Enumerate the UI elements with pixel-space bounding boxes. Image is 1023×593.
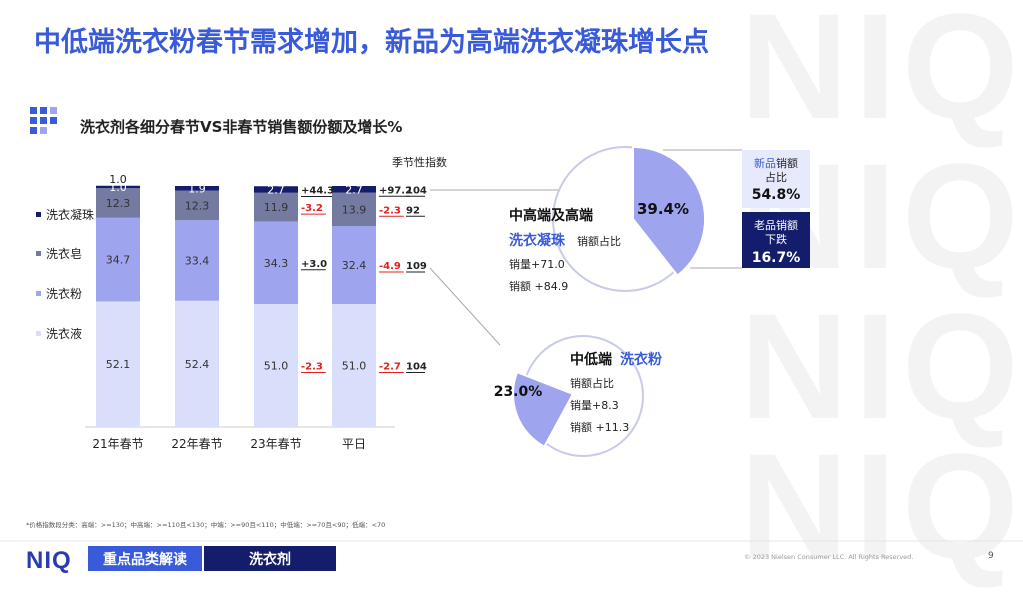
bar-segment xyxy=(332,192,376,227)
legend-swatch xyxy=(36,291,41,296)
pie-highlight-slice xyxy=(632,145,706,278)
legend-label: 洗衣皂 xyxy=(46,247,83,261)
bar-segment xyxy=(254,221,298,305)
page-number: 9 xyxy=(988,551,994,561)
niq-logo: NIQ xyxy=(26,547,72,574)
new-product-title-rest: 销额 xyxy=(776,156,798,170)
legend-item: 洗衣皂 xyxy=(36,245,82,262)
connector-line xyxy=(429,267,501,346)
bar-segment xyxy=(332,226,376,305)
bar-segment xyxy=(254,186,298,193)
growth-label: -2.3 xyxy=(379,205,401,216)
new-product-title: 新品销额 xyxy=(754,156,798,170)
pie-volume-growth: 销量+71.0 xyxy=(509,257,565,271)
footnote: *价格指数段分类：高端：>=130；中高端：>=110且<130；中端：>=90… xyxy=(26,521,386,529)
new-product-value: 54.8% xyxy=(752,187,801,203)
bar-value-label: 33.4 xyxy=(185,254,210,267)
bar-value-label: 51.0 xyxy=(342,360,367,373)
x-tick-label: 23年春节 xyxy=(250,437,301,451)
pie-title-highlight: 洗衣粉 xyxy=(620,351,662,368)
bar-segment xyxy=(175,300,219,427)
bar-segment xyxy=(96,185,140,189)
category-button[interactable]: 重点品类解读 xyxy=(88,546,202,571)
pie-share-label: 销额占比 xyxy=(577,234,621,248)
growth-label: +44.3 xyxy=(301,185,334,196)
pie-title: 中低端 xyxy=(570,351,612,368)
bar-value-label: 1.9 xyxy=(188,182,206,195)
pie-highlight-slice xyxy=(512,370,575,449)
legend-label: 洗衣凝珠 xyxy=(46,208,95,222)
bar-segment xyxy=(332,186,376,193)
bar-value-label: 52.1 xyxy=(106,358,131,371)
pie-share-label: 销额占比 xyxy=(570,376,614,390)
legend-swatch xyxy=(36,212,41,217)
pie-volume-growth: 销量+8.3 xyxy=(570,398,619,412)
product-button[interactable]: 洗衣剂 xyxy=(204,546,336,571)
legend-swatch xyxy=(36,251,41,256)
bar-segment xyxy=(175,186,219,191)
new-product-box xyxy=(742,150,810,208)
growth-label: +3.0 xyxy=(301,259,327,270)
bar-segment xyxy=(96,188,140,218)
legend-swatch xyxy=(36,331,41,336)
growth-label: +97.2 xyxy=(379,185,412,196)
bar-value-label: 34.3 xyxy=(264,257,289,270)
chart-grid-icon xyxy=(30,107,57,134)
season-index-value: 92 xyxy=(406,205,420,216)
old-product-title: 老品销额 xyxy=(754,218,798,232)
bar-value-label: 32.4 xyxy=(342,259,367,272)
pie-value-growth: 销额 +84.9 xyxy=(509,279,568,293)
bar-segment xyxy=(96,217,140,302)
legend-item: 洗衣粉 xyxy=(36,285,82,302)
bar-segment xyxy=(332,304,376,427)
legend-item: 洗衣液 xyxy=(36,325,82,342)
x-tick-label: 平日 xyxy=(342,437,366,451)
bar-value-label: 51.0 xyxy=(264,360,289,373)
copyright: © 2023 Nielsen Consumer LLC. All Rights … xyxy=(744,553,914,561)
bar-segment xyxy=(254,192,298,222)
new-product-title-accent: 新品 xyxy=(754,156,776,170)
season-index-value: 104 xyxy=(406,185,427,196)
chart-subtitle: 洗衣剂各细分春节VS非春节销售额份额及增长% xyxy=(80,118,403,136)
x-tick-label: 21年春节 xyxy=(92,437,143,451)
pie-title: 中高端及高端 xyxy=(509,207,593,224)
old-product-subtitle: 下跌 xyxy=(765,232,787,246)
bar-value-label: 12.3 xyxy=(106,197,131,210)
season-index-value: 109 xyxy=(406,261,427,272)
bar-value-label: 1.0 xyxy=(109,181,127,194)
bar-segment xyxy=(175,190,219,221)
bar-value-label: 12.3 xyxy=(185,199,210,212)
bar-segment xyxy=(175,220,219,301)
season-index-value: 104 xyxy=(406,362,427,373)
bar-value-label: 2.7 xyxy=(345,183,363,196)
growth-label: -4.9 xyxy=(379,261,401,272)
pie-slice-label: 39.4% xyxy=(637,200,689,218)
pie-value-growth: 销额 +11.3 xyxy=(570,420,629,434)
growth-label: -3.2 xyxy=(301,203,323,214)
growth-label: -2.7 xyxy=(379,362,401,373)
bar-segment xyxy=(254,304,298,427)
new-product-subtitle: 占比 xyxy=(765,170,787,184)
legend-label: 洗衣粉 xyxy=(46,287,83,301)
bar-value-label: 34.7 xyxy=(106,254,131,267)
footer xyxy=(0,543,1023,576)
legend-item: 洗衣凝珠 xyxy=(36,206,94,223)
bar-top-label: 1.0 xyxy=(109,173,127,186)
chart-canvas: 52.1 34.7 12.3 1.0 21年春节 52.4 33.4 12.3 1.9 22年春节… xyxy=(0,145,1023,542)
old-product-value: 16.7% xyxy=(752,250,801,266)
bar-value-label: 2.7 xyxy=(267,183,285,196)
bar-value-label: 13.9 xyxy=(342,203,367,216)
x-tick-label: 22年春节 xyxy=(171,437,222,451)
legend-label: 洗衣液 xyxy=(46,327,83,341)
pie-title-highlight: 洗衣凝珠 xyxy=(509,232,566,249)
bar-value-label: 52.4 xyxy=(185,358,210,371)
season-index-header: 季节性指数 xyxy=(392,156,447,169)
page-title: 中低端洗衣粉春节需求增加，新品为高端洗衣凝珠增长点 xyxy=(34,27,709,58)
bar-value-label: 11.9 xyxy=(264,201,289,214)
growth-label: -2.3 xyxy=(301,362,323,373)
pie-slice-label: 23.0% xyxy=(494,384,543,400)
bar-segment xyxy=(96,301,140,427)
old-product-box xyxy=(742,212,810,268)
